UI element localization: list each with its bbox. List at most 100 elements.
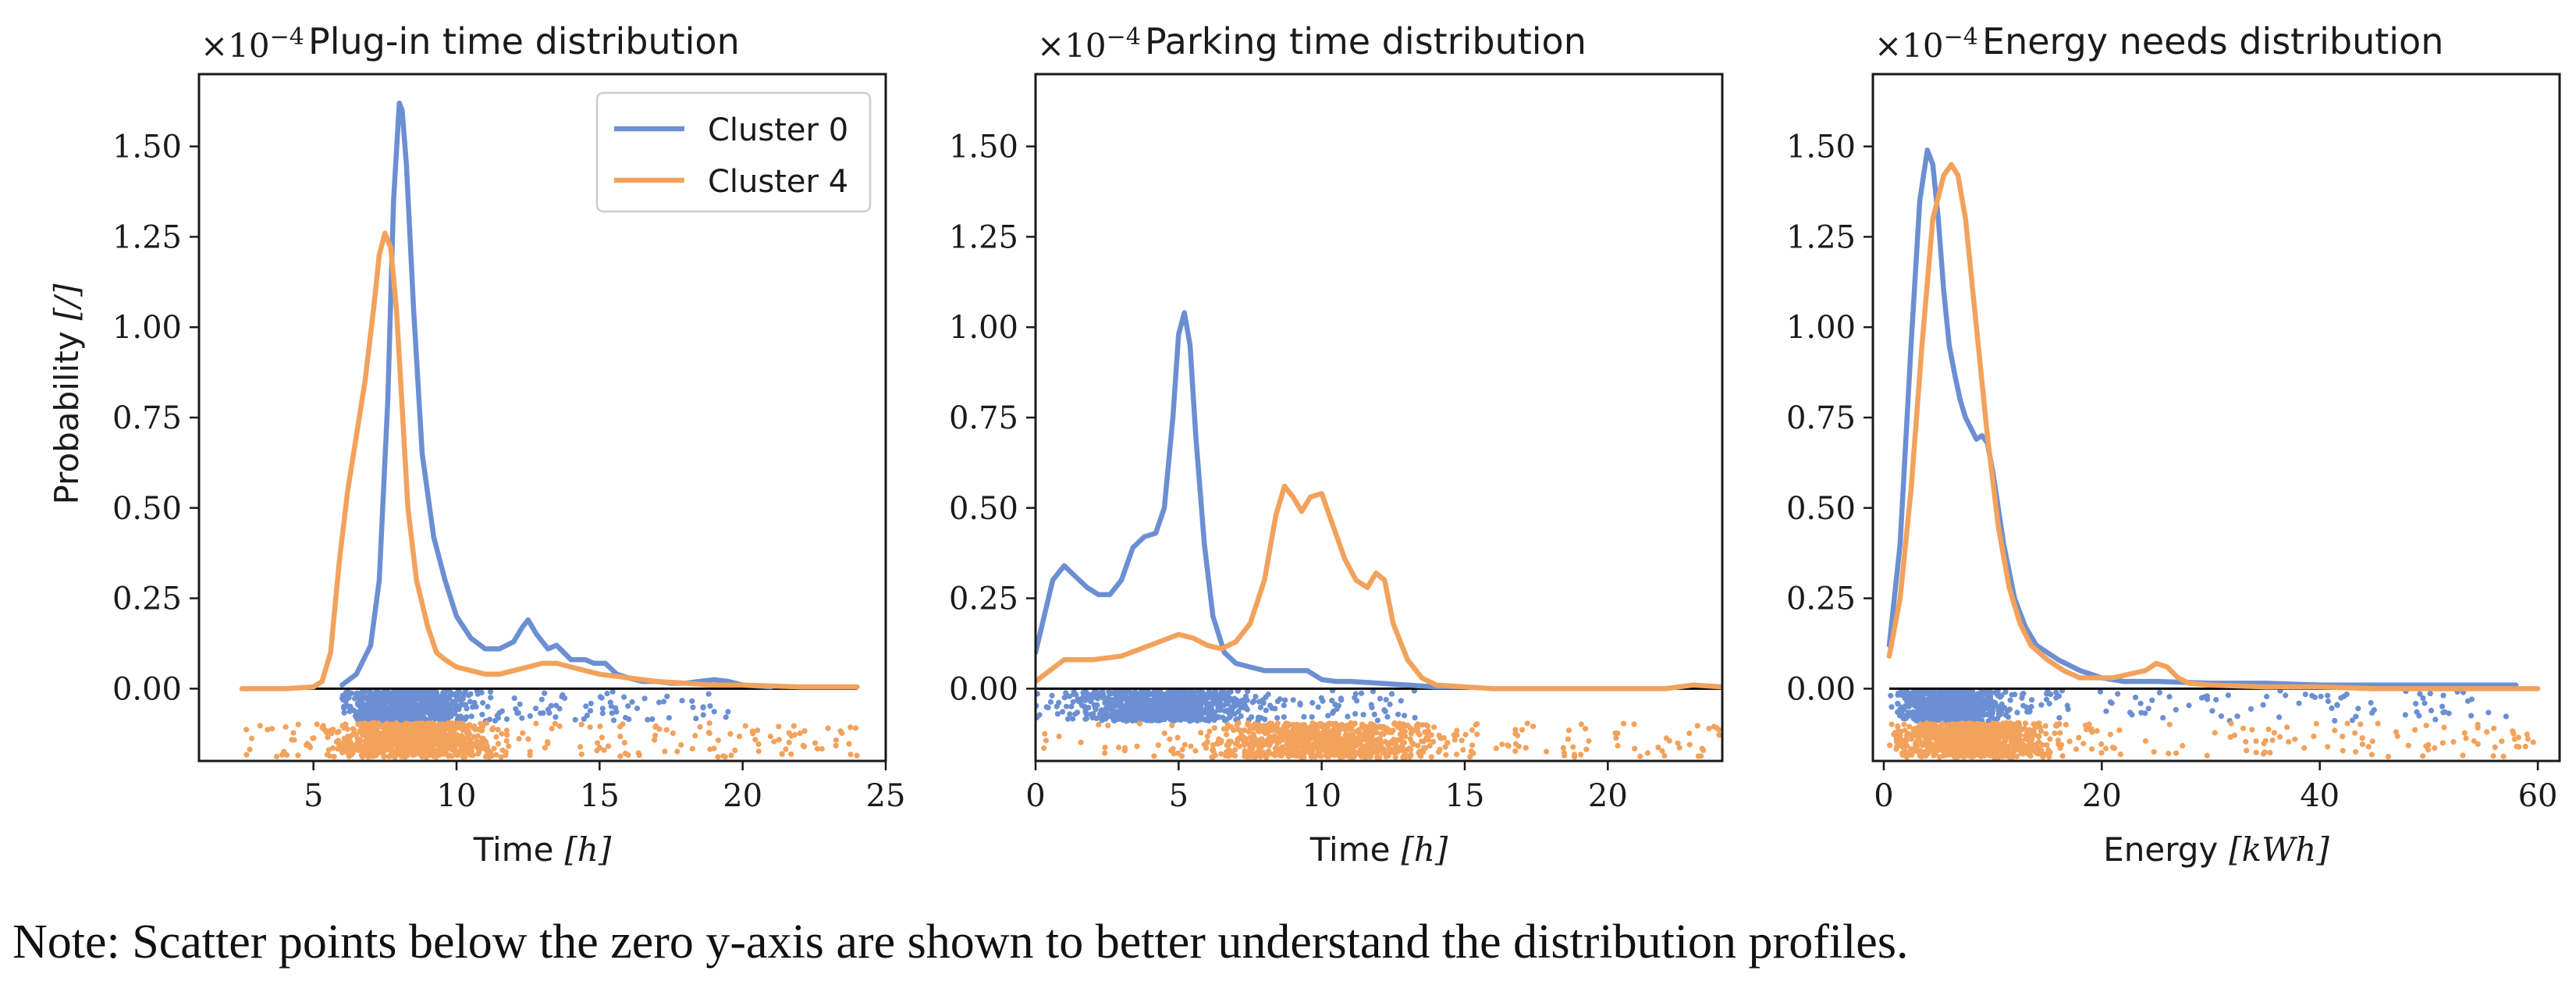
scatter-point [2428,707,2435,714]
scatter-point [2186,702,2192,709]
scatter-point [2491,725,2497,731]
chart-title: Parking time distribution [1145,20,1586,62]
scatter-point [464,706,470,712]
scatter-point [1368,727,1374,733]
scatter-point [472,727,478,733]
scatter-point [456,740,462,746]
scatter-point [1915,702,1921,709]
scatter-point [1383,696,1389,703]
scatter-point [1232,752,1238,759]
scatter-point [825,725,831,731]
scatter-point [247,746,253,752]
scatter-point [480,699,486,706]
scatter-point [2218,713,2225,720]
scatter-point [1082,697,1089,704]
scatter-point [1349,732,1356,738]
scatter-point [479,727,485,734]
scatter-point [1387,701,1393,708]
scatter-point [1977,701,1983,708]
scatter-point [436,724,442,731]
scatter-point [833,737,839,743]
scatter-point [1083,715,1089,722]
scatter-point [623,714,629,721]
scatter-point [1297,702,1303,708]
scatter-point [515,709,522,716]
scatter-point [1329,698,1335,704]
scatter-point [2332,717,2338,724]
scatter-cluster-0 [1888,688,2509,724]
scatter-point [1242,736,1249,742]
scatter-point [2160,715,2166,721]
scatter-point [355,721,361,727]
scatter-point [1959,706,1965,713]
scatter-point [375,732,381,738]
scatter-point [1220,726,1228,732]
scatter-point [1340,751,1347,757]
scatter-point [1391,720,1398,727]
scatter-point [1188,743,1194,749]
scatter-point [562,695,568,702]
scatter-point [1957,698,1963,705]
scatter-point [2133,695,2139,701]
scatter-point [1363,723,1369,730]
scatter-point [334,745,341,752]
scatter-point [1362,748,1368,755]
scatter-point [360,723,366,729]
scatter-point [700,705,706,711]
scatter-point [596,745,603,751]
scatter-point [1323,723,1329,730]
scatter-point [1206,702,1212,709]
scatter-point [2355,706,2361,712]
scatter-point [786,730,792,736]
scatter-point [1578,721,1584,727]
scatter-point [690,704,696,710]
scatter-point [1156,717,1163,723]
scatter-point [635,750,641,756]
scatter-point [344,726,350,732]
scatter-point [1407,725,1413,731]
scatter-point [2371,707,2377,713]
scatter-point [1045,705,1051,711]
scatter-point [1360,712,1366,718]
scatter-point [1392,745,1398,752]
scatter-point [2349,717,2356,723]
scatter-point [2325,692,2331,699]
scatter-point [1160,715,1167,721]
y-tick-label: 1.50 [949,130,1018,165]
scatter-point [1078,702,1085,709]
scatter-point [1168,702,1174,708]
scatter-point [394,701,400,707]
scatter-point [1523,745,1529,751]
scatter-point [1499,741,1505,748]
y-tick-label: 1.50 [112,130,182,165]
y-tick-label: 0.25 [949,581,1018,617]
scatter-point [2004,708,2011,714]
scatter-point [513,706,519,712]
scatter-point [1174,750,1181,756]
scatter-point [1100,695,1107,701]
scatter-point [425,709,431,716]
scatter-point [2225,692,2231,699]
scatter-point [1267,702,1274,709]
scatter-point [446,695,453,702]
scatter-point [333,738,339,745]
scatter-point [348,690,354,696]
scatter-point [449,721,457,728]
scatter-point [480,735,486,741]
scatter-point [2503,713,2509,720]
scatter-point [2005,714,2012,720]
scatter-point [847,724,854,731]
scatter-point [1192,695,1199,702]
scatter-point [1149,715,1156,722]
scatter-point [1412,715,1418,721]
scatter-point [1140,716,1146,723]
scatter-point [440,690,446,696]
scatter-point [503,727,510,734]
scatter-point [1282,697,1288,703]
scatter-point [403,702,410,709]
scatter-point [1234,722,1240,728]
scatter-point [1229,706,1235,713]
scatter-point [1428,754,1434,760]
scatter-point [459,720,466,727]
scatter-point [1904,713,1911,720]
